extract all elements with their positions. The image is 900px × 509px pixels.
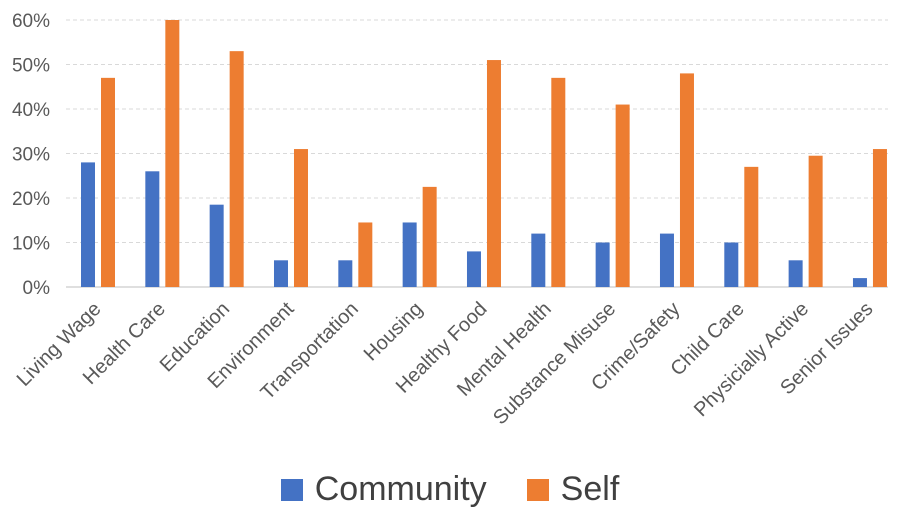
bar-community [273, 260, 288, 287]
y-tick-label: 0% [23, 278, 51, 299]
bar-community [466, 251, 481, 287]
y-tick-label: 30% [12, 145, 50, 166]
bar-self [872, 149, 887, 287]
x-tick-label: Housing [360, 298, 427, 365]
bar-community [402, 222, 417, 287]
bar-community [145, 171, 160, 287]
bar-self [679, 73, 694, 288]
legend-item-self: Self [526, 470, 620, 509]
bar-self [615, 104, 630, 287]
legend: Community Self [0, 470, 900, 509]
y-tick-label: 20% [12, 189, 50, 210]
bar-self [744, 166, 759, 287]
bar-self [101, 77, 115, 287]
y-axis-ticks: 0% 10% 20% 30% 40% 50% 60% [12, 11, 50, 299]
bar-community [338, 260, 353, 287]
bar-community [659, 233, 674, 287]
bar-self [229, 51, 244, 288]
bar-self [551, 77, 566, 287]
bar-community [595, 242, 610, 287]
bar-community [209, 204, 224, 287]
bar-self [808, 155, 823, 287]
bar-community [724, 242, 739, 287]
bar-community [852, 278, 867, 287]
x-tick-label: Substance Misuse [489, 298, 620, 429]
bar-self [293, 149, 308, 287]
bar-self [358, 222, 373, 287]
legend-item-community: Community [280, 470, 487, 509]
gridlines [66, 19, 888, 288]
x-tick-label: Physicially Active [690, 298, 813, 421]
legend-swatch-self [526, 478, 549, 501]
bar-self [486, 60, 501, 287]
bar-community [531, 233, 546, 287]
y-tick-label: 60% [12, 11, 50, 32]
y-tick-label: 10% [12, 234, 50, 255]
legend-label-self: Self [560, 470, 620, 508]
bars [81, 20, 887, 288]
bar-self [422, 186, 437, 287]
bar-self [165, 20, 180, 287]
y-tick-label: 50% [12, 56, 50, 77]
y-tick-label: 40% [12, 100, 50, 121]
legend-swatch-community [280, 478, 303, 501]
bar-community [788, 260, 803, 287]
legend-label-community: Community [314, 470, 487, 508]
bar-community [81, 162, 95, 287]
